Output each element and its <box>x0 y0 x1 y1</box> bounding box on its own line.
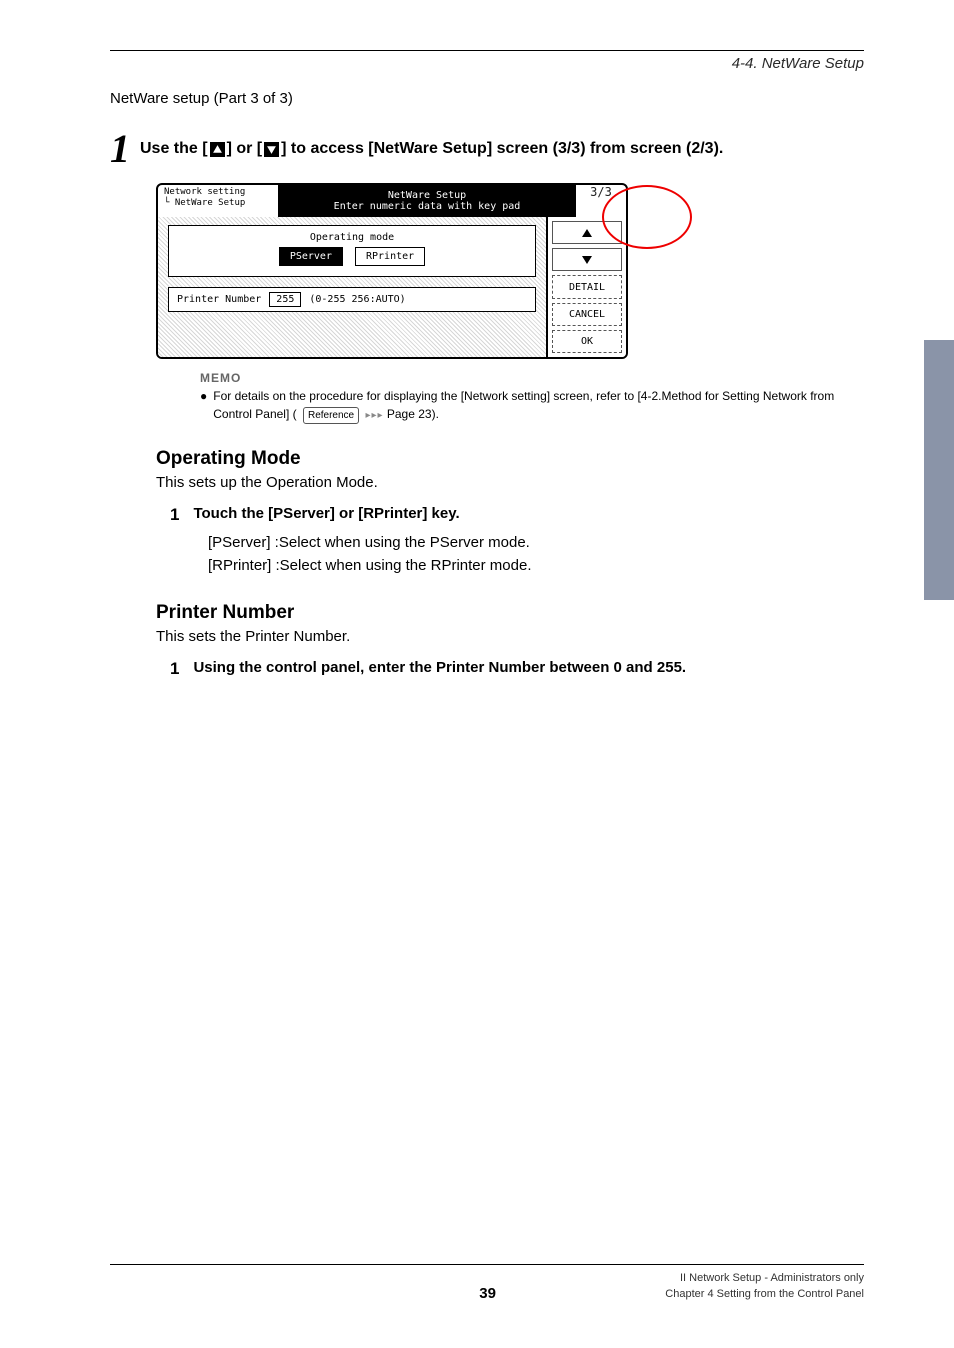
header-rule <box>110 50 864 51</box>
reference-arrow-icon: ▸▸▸ <box>365 410 383 421</box>
operating-mode-group: Operating mode PServer RPrinter <box>168 225 536 277</box>
rprinter-button[interactable]: RPrinter <box>355 247 425 266</box>
memo-text: For details on the procedure for display… <box>213 387 864 424</box>
panel-title-l1: NetWare Setup <box>388 190 466 201</box>
page-down-button[interactable] <box>552 248 622 271</box>
panel-main: Operating mode PServer RPrinter Printer … <box>158 217 546 357</box>
breadcrumb-line-1: Network setting <box>164 187 272 198</box>
memo-label: MEMO <box>200 371 864 385</box>
operating-mode-step-title: Touch the [PServer] or [RPrinter] key. <box>193 505 459 522</box>
memo-block: MEMO ● For details on the procedure for … <box>200 371 864 424</box>
step-1-pre: Use the [ <box>140 140 208 158</box>
operating-mode-line-2: [RPrinter] :Select when using the RPrint… <box>208 554 864 577</box>
step-1-number: 1 <box>110 129 130 169</box>
intro-text: NetWare setup (Part 3 of 3) <box>110 90 864 107</box>
printer-number-hint: (0-255 256:AUTO) <box>309 294 405 305</box>
operating-mode-lines: [PServer] :Select when using the PServer… <box>208 531 864 578</box>
up-arrow-icon <box>210 142 225 157</box>
footer: 39 II Network Setup - Administrators onl… <box>110 1264 864 1302</box>
printer-number-step-title: Using the control panel, enter the Print… <box>193 659 686 676</box>
pserver-button[interactable]: PServer <box>279 247 343 266</box>
printer-number-heading: Printer Number <box>156 602 864 624</box>
breadcrumb-line-2: └ NetWare Setup <box>164 198 272 209</box>
operating-mode-desc: This sets up the Operation Mode. <box>156 474 864 491</box>
step-1-post: ] to access [NetWare Setup] screen (3/3)… <box>281 140 723 158</box>
netware-panel-screenshot: Network setting └ NetWare Setup NetWare … <box>156 183 696 365</box>
cancel-button[interactable]: CANCEL <box>552 303 622 326</box>
operating-mode-buttons: PServer RPrinter <box>179 247 525 266</box>
printer-number-label: Printer Number <box>177 294 261 305</box>
detail-button[interactable]: DETAIL <box>552 275 622 298</box>
side-tab <box>924 340 954 600</box>
footer-right-l2: Chapter 4 Setting from the Control Panel <box>665 1287 864 1302</box>
panel-body: Operating mode PServer RPrinter Printer … <box>158 217 626 357</box>
printer-number-step-num: 1 <box>170 659 179 679</box>
footer-row: 39 II Network Setup - Administrators onl… <box>110 1271 864 1302</box>
operating-mode-step: 1 Touch the [PServer] or [RPrinter] key. <box>170 505 864 525</box>
reference-badge: Reference <box>303 407 359 424</box>
step-1-mid: ] or [ <box>227 140 263 158</box>
footer-rule <box>110 1264 864 1265</box>
operating-mode-heading: Operating Mode <box>156 448 864 470</box>
operating-mode-step-num: 1 <box>170 505 179 525</box>
operating-mode-group-title: Operating mode <box>179 232 525 243</box>
step-1-row: 1 Use the [ ] or [ ] to access [NetWare … <box>110 129 864 169</box>
step-1-text: Use the [ ] or [ ] to access [NetWare Se… <box>140 140 723 158</box>
ok-button[interactable]: OK <box>552 330 622 353</box>
printer-number-input[interactable]: 255 <box>269 292 301 307</box>
panel-breadcrumb: Network setting └ NetWare Setup <box>158 185 278 217</box>
footer-right: II Network Setup - Administrators only C… <box>665 1271 864 1302</box>
memo-text-post: Page 23). <box>387 407 439 421</box>
operating-mode-line-1: [PServer] :Select when using the PServer… <box>208 531 864 554</box>
highlight-ellipse <box>602 185 692 249</box>
printer-number-row: Printer Number 255 (0-255 256:AUTO) <box>168 287 536 312</box>
panel-title: NetWare Setup Enter numeric data with ke… <box>278 185 576 217</box>
page-number: 39 <box>310 1285 665 1302</box>
footer-right-l1: II Network Setup - Administrators only <box>665 1271 864 1286</box>
header-section-title: 4-4. NetWare Setup <box>110 55 864 72</box>
panel-titlebar: Network setting └ NetWare Setup NetWare … <box>158 185 626 217</box>
printer-number-step: 1 Using the control panel, enter the Pri… <box>170 659 864 679</box>
down-arrow-icon <box>264 142 279 157</box>
printer-number-desc: This sets the Printer Number. <box>156 628 864 645</box>
bullet-dot-icon: ● <box>200 387 207 424</box>
netware-panel: Network setting └ NetWare Setup NetWare … <box>156 183 628 359</box>
memo-bullet: ● For details on the procedure for displ… <box>200 387 864 424</box>
panel-title-l2: Enter numeric data with key pad <box>334 201 521 212</box>
